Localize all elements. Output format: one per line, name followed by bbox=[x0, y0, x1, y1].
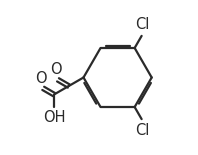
Text: Cl: Cl bbox=[135, 123, 149, 138]
Text: O: O bbox=[50, 62, 62, 77]
Text: O: O bbox=[35, 71, 47, 86]
Text: Cl: Cl bbox=[135, 17, 149, 32]
Text: OH: OH bbox=[43, 110, 65, 125]
